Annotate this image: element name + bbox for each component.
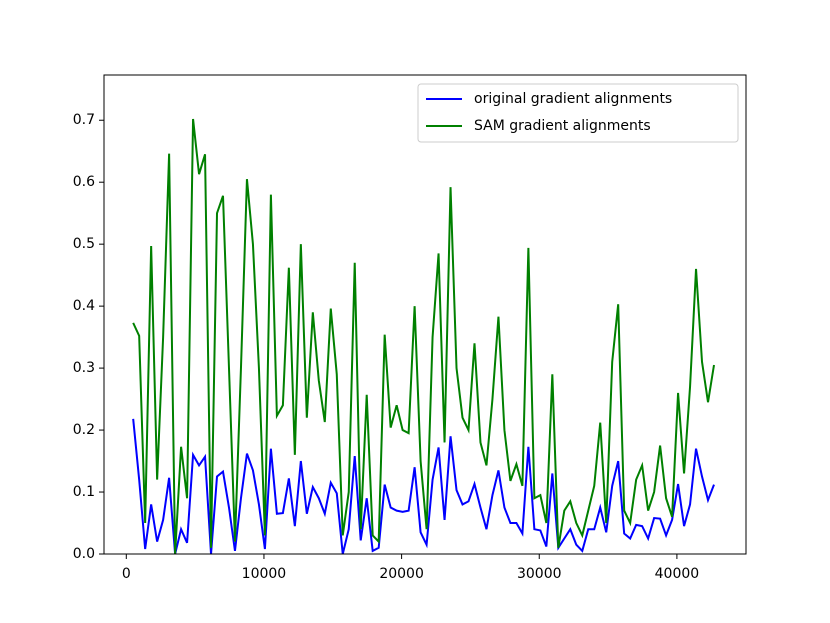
plot-frame [103, 74, 747, 555]
x-tick-label: 0 [122, 566, 131, 582]
x-tick-label: 20000 [379, 566, 424, 582]
y-tick-label: 0.4 [73, 298, 95, 314]
y-tick-label: 0.1 [73, 484, 95, 500]
y-tick-label: 0.3 [73, 360, 95, 376]
legend-box [417, 83, 739, 143]
line-series [132, 418, 715, 555]
legend-label: SAM gradient alignments [474, 118, 651, 134]
x-tick-label: 10000 [242, 566, 287, 582]
y-tick-label: 0.6 [73, 174, 95, 190]
legend-label: original gradient alignments [474, 91, 672, 107]
x-tick-label: 40000 [655, 566, 700, 582]
y-tick-label: 0.2 [73, 422, 95, 438]
line-series [132, 118, 715, 555]
x-tick-label: 30000 [517, 566, 562, 582]
y-tick-label: 0.0 [73, 546, 95, 562]
y-tick-label: 0.5 [73, 236, 95, 252]
y-tick-label: 0.7 [73, 112, 95, 128]
